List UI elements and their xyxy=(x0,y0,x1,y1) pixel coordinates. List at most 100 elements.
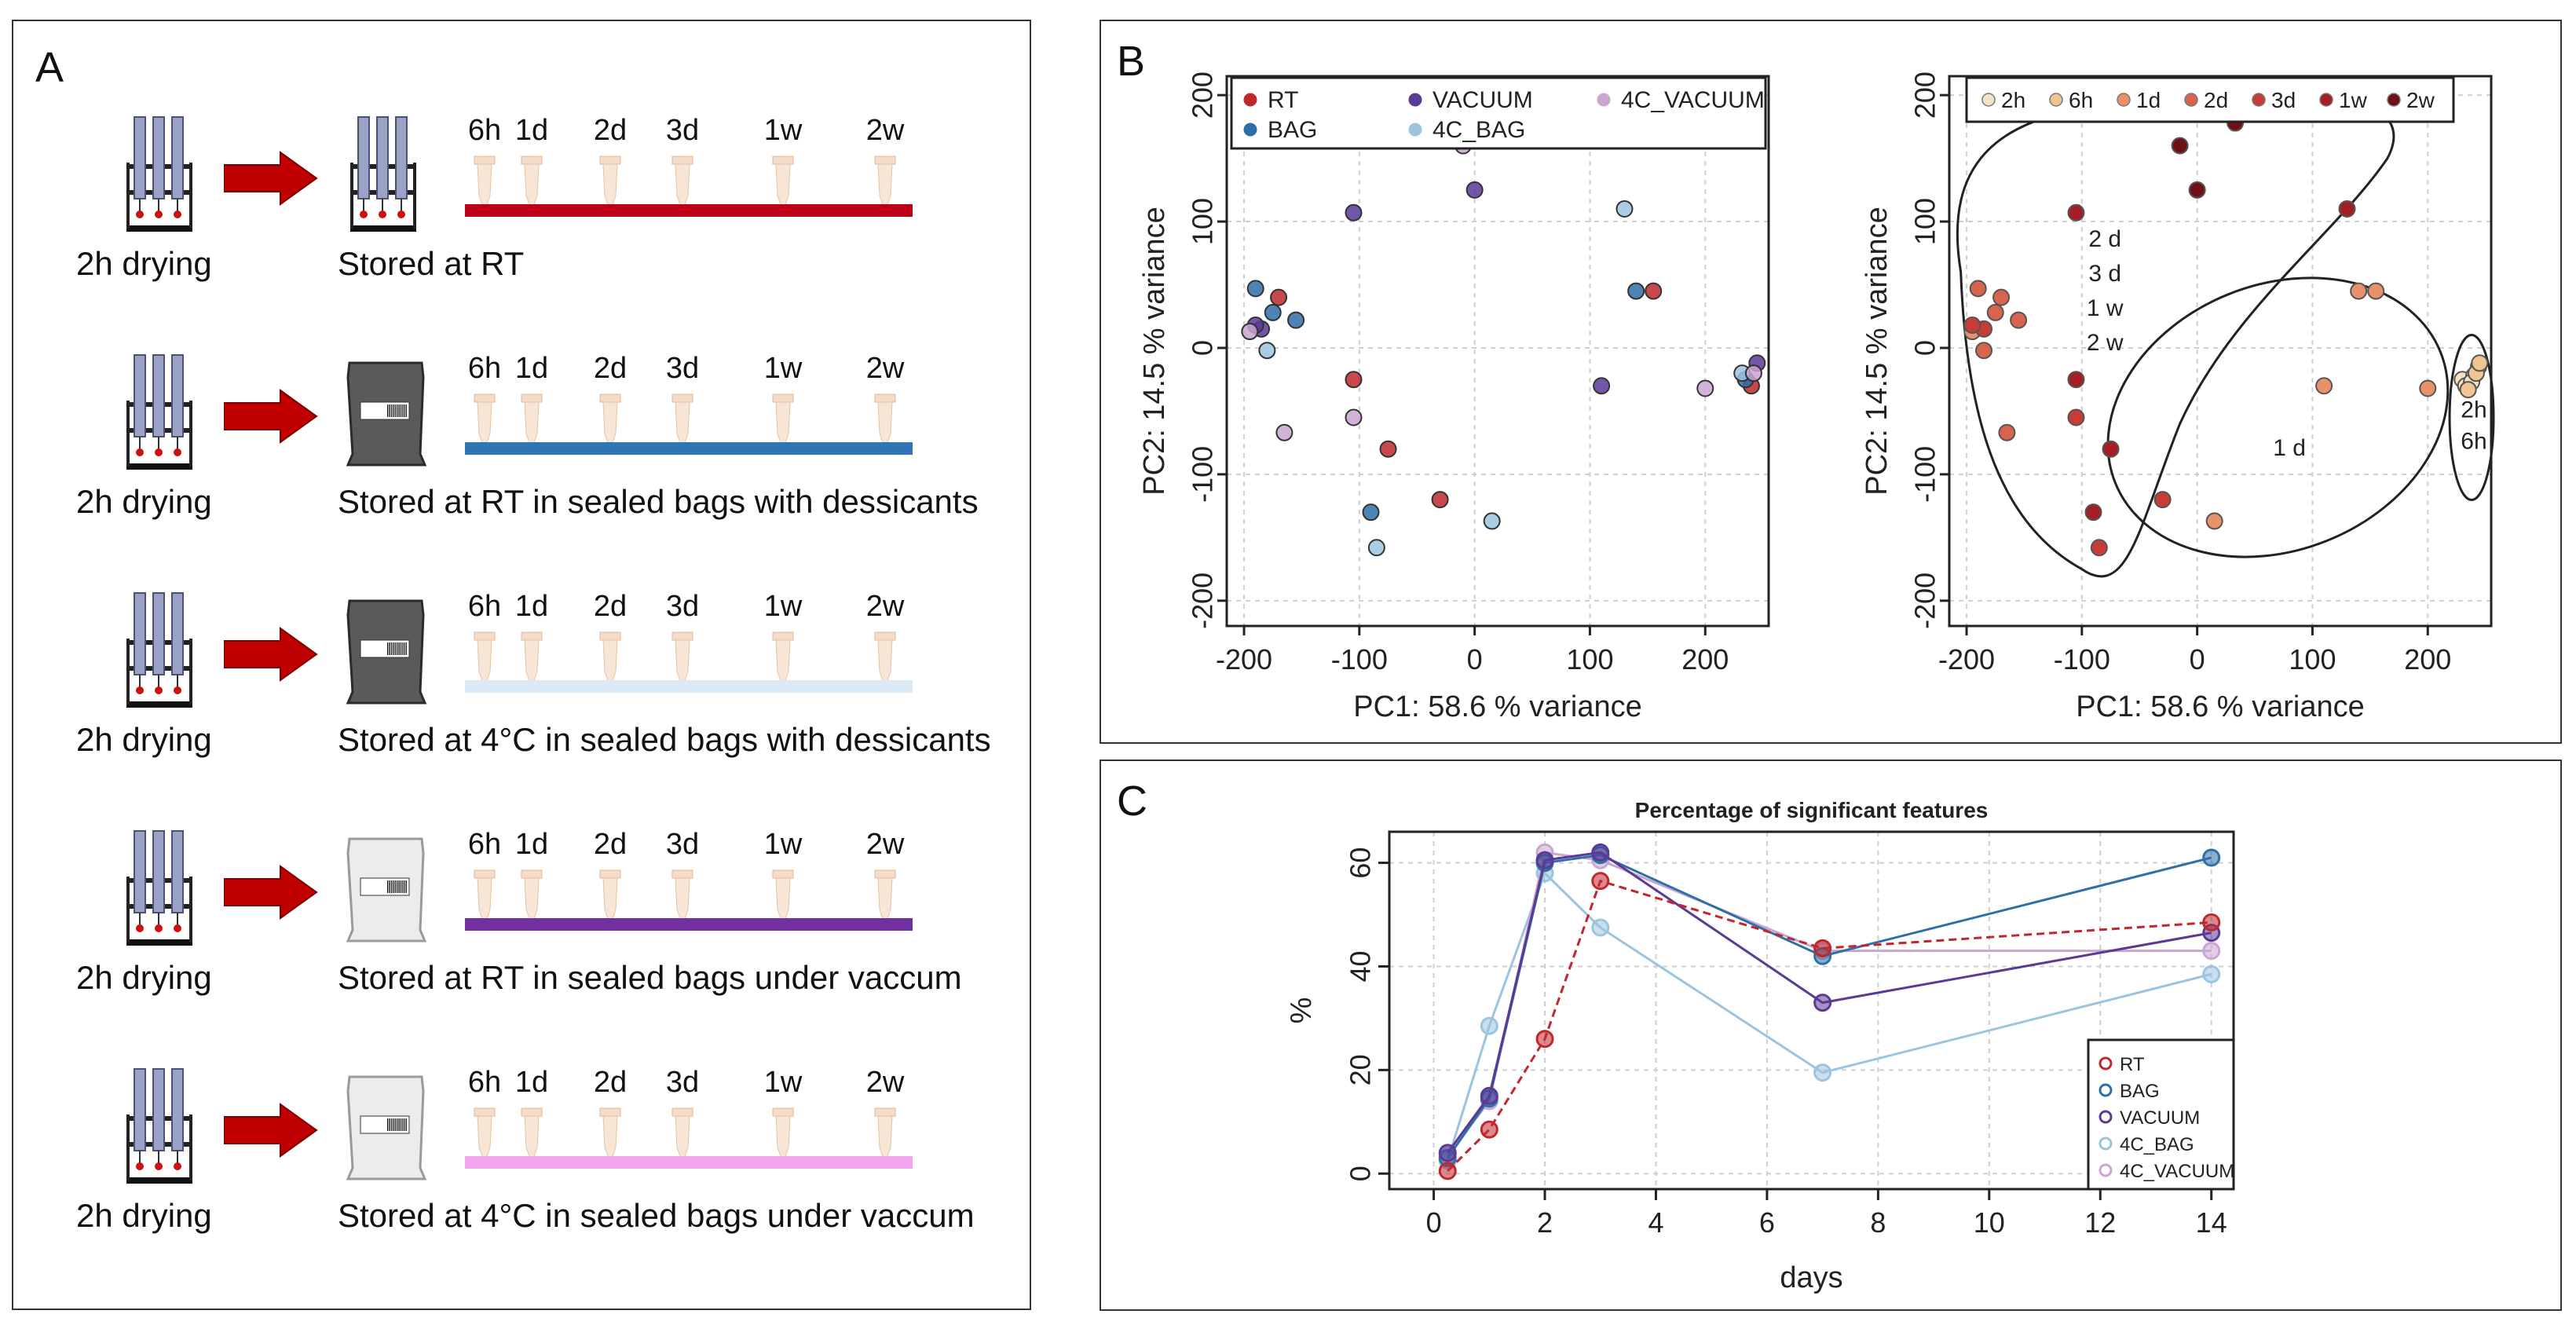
tube-body xyxy=(877,1115,893,1165)
data-point-4c-vacuum xyxy=(1345,408,1363,426)
tube-body xyxy=(524,163,540,213)
rack-post xyxy=(126,877,130,943)
legend-marker xyxy=(2098,1056,2113,1071)
legend-marker xyxy=(1597,93,1611,107)
sample-tube-icon xyxy=(521,631,543,689)
x-axis-label: PC1: 58.6 % variance xyxy=(2076,690,2365,723)
y-tick-label: 200 xyxy=(1909,71,1941,119)
protocol-row: 6h 1d 2d 3d 1w 2w 2h drying Stored at RT xyxy=(13,92,1026,320)
tube-cap xyxy=(599,156,621,165)
barcode-line xyxy=(397,404,399,417)
swab-tube xyxy=(171,592,184,675)
data-point-rt xyxy=(2202,913,2221,932)
x-tick-label: 12 xyxy=(2084,1206,2116,1239)
cluster-label: 3 d xyxy=(2088,261,2121,287)
timepoint-label: 1w xyxy=(763,590,803,623)
rack-base xyxy=(126,225,192,232)
storage-condition-label: Stored at 4°C in sealed bags under vaccu… xyxy=(338,1197,975,1234)
series-line-vacuum xyxy=(1447,851,2212,1154)
swab-tube xyxy=(171,116,184,199)
tube-body xyxy=(775,639,791,689)
tube-body xyxy=(477,639,492,689)
tube-cap xyxy=(772,869,794,879)
swab-drop xyxy=(136,210,144,218)
x-tick-label: -100 xyxy=(2054,643,2110,675)
timepoint-label: 1d xyxy=(514,352,549,385)
plot-frame xyxy=(1948,75,2493,628)
y-axis-label: PC2: 14.5 % variance xyxy=(1861,207,1894,496)
tube-cap xyxy=(874,156,896,165)
x-tick-label: 200 xyxy=(1681,643,1729,675)
tube-cap xyxy=(599,393,621,403)
rack-post xyxy=(413,163,416,229)
y-tick-label: -200 xyxy=(1187,573,1219,629)
sample-tube-icon xyxy=(772,869,794,927)
arrow-right-icon xyxy=(224,865,318,920)
swab-drop xyxy=(174,686,181,694)
tube-body xyxy=(602,163,618,213)
swab-tube xyxy=(171,1068,184,1151)
arrow-shape xyxy=(224,627,318,682)
tube-cap xyxy=(772,631,794,641)
storage-timeline-bar xyxy=(465,680,913,693)
barcode-line xyxy=(399,1118,401,1131)
panel-c: C Percentage of significant features 0 2 4 6… xyxy=(1100,759,2562,1311)
rack-post xyxy=(189,639,192,705)
y-tick-label: -100 xyxy=(1187,446,1219,503)
barcode-line xyxy=(405,880,407,893)
data-point-3d xyxy=(2090,539,2108,557)
tube-cap xyxy=(521,1107,543,1117)
legend-label: 4C_BAG xyxy=(2120,1134,2194,1155)
data-point-4c-bag xyxy=(1615,199,1634,218)
cluster-label: 2 d xyxy=(2088,226,2121,252)
y-tick-label: 200 xyxy=(1187,71,1219,119)
tube-cap xyxy=(671,156,693,165)
barcode-line xyxy=(405,404,407,417)
tube-body xyxy=(675,401,690,451)
y-axis-label: PC2: 14.5 % variance xyxy=(1138,207,1171,496)
cluster-label: 6h xyxy=(2461,428,2486,454)
panel-a: A 6h 1d 2d 3d 1w 2w 2h drying Stored at RT 6h 1d 2… xyxy=(12,20,1031,1310)
swab-drop xyxy=(155,1162,163,1170)
sample-tube-icon xyxy=(772,631,794,689)
sample-tube-icon xyxy=(671,1107,693,1165)
swab-tube xyxy=(376,116,389,199)
data-point-6h xyxy=(2471,354,2489,372)
barcode-line xyxy=(395,642,397,655)
storage-timeline-bar xyxy=(465,1156,913,1169)
barcode-line xyxy=(401,1118,403,1131)
data-point-vacuum xyxy=(1591,843,1610,862)
legend-label: 2d xyxy=(2204,88,2228,112)
series-line-4c-bag xyxy=(1446,871,2212,1162)
protocol-row: 6h 1d 2d 3d 1w 2w 2h drying Stored at 4°C in se… xyxy=(13,1044,1026,1272)
data-point-bag xyxy=(1362,503,1380,522)
sample-tube-icon xyxy=(874,869,896,927)
sample-tube-icon xyxy=(772,393,794,451)
sample-tube-icon xyxy=(599,1107,621,1165)
tube-cap xyxy=(772,1107,794,1117)
barcode-line xyxy=(399,642,401,655)
drying-label: 2h drying xyxy=(76,483,212,520)
x-tick-label: -200 xyxy=(1216,643,1272,675)
legend-marker xyxy=(2184,93,2198,107)
barcode-line xyxy=(397,1118,399,1131)
drying-rack-icon xyxy=(126,1068,192,1184)
legend-marker xyxy=(1243,93,1257,107)
storage-timeline-bar xyxy=(465,442,913,455)
data-point-rt xyxy=(1480,1120,1498,1139)
tube-cap xyxy=(772,156,794,165)
panel-a-label: A xyxy=(35,44,64,91)
data-point-1w xyxy=(2102,440,2120,458)
data-point-1w xyxy=(2338,199,2356,218)
x-tick-label: 8 xyxy=(1870,1206,1886,1239)
y-tick-label: 100 xyxy=(1187,198,1219,245)
legend-label: 2w xyxy=(2406,88,2435,112)
data-point-1d xyxy=(2315,377,2333,395)
data-point-6h xyxy=(2459,381,2477,399)
barcode-line xyxy=(405,642,407,655)
tube-body xyxy=(477,877,492,927)
tube-cap xyxy=(874,869,896,879)
legend-label: VACUUM xyxy=(1433,87,1533,113)
drying-label: 2h drying xyxy=(76,245,212,282)
sample-tube-icon xyxy=(474,631,496,689)
